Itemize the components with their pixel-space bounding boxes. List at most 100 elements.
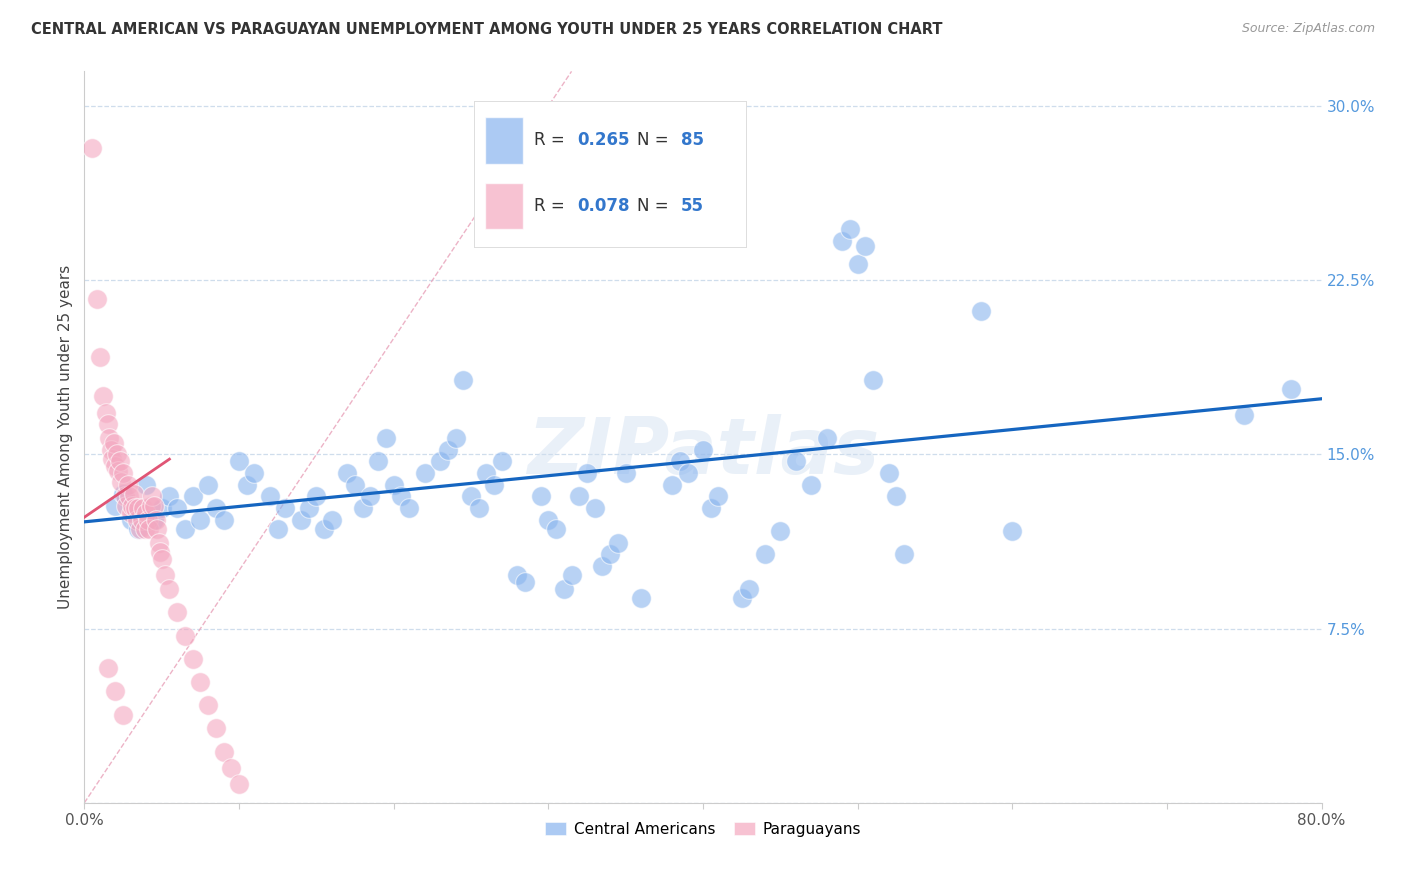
Point: [1233, 408, 1256, 422]
Point: [143, 512, 166, 526]
Point: [139, 499, 162, 513]
Point: [568, 489, 591, 503]
Point: [846, 257, 869, 271]
Point: [115, 499, 138, 513]
Point: [82, 141, 104, 155]
Point: [104, 684, 127, 698]
Text: CENTRAL AMERICAN VS PARAGUAYAN UNEMPLOYMENT AMONG YOUTH UNDER 25 YEARS CORRELATI: CENTRAL AMERICAN VS PARAGUAYAN UNEMPLOYM…: [31, 22, 942, 37]
Point: [181, 489, 204, 503]
Point: [614, 466, 637, 480]
Point: [429, 454, 451, 468]
Point: [205, 500, 228, 515]
Point: [444, 431, 467, 445]
Point: [529, 489, 551, 503]
Point: [738, 582, 761, 597]
Point: [546, 522, 568, 536]
Point: [150, 500, 173, 515]
Point: [132, 500, 155, 515]
Point: [769, 524, 792, 538]
Point: [436, 442, 458, 457]
Point: [117, 477, 139, 491]
Point: [86, 292, 108, 306]
Point: [188, 675, 211, 690]
Point: [110, 475, 132, 490]
Point: [141, 489, 163, 503]
Point: [205, 722, 228, 736]
Point: [274, 500, 297, 515]
Point: [149, 545, 172, 559]
Point: [107, 464, 129, 478]
Point: [138, 522, 160, 536]
Point: [174, 629, 197, 643]
Point: [197, 477, 219, 491]
Point: [491, 454, 513, 468]
Point: [506, 568, 529, 582]
Point: [159, 582, 180, 597]
Point: [135, 506, 157, 520]
Point: [374, 431, 398, 445]
Point: [475, 466, 498, 480]
Point: [166, 606, 188, 620]
Point: [100, 442, 122, 457]
Point: [560, 568, 583, 582]
Point: [103, 436, 125, 450]
Point: [367, 454, 389, 468]
Point: [700, 500, 723, 515]
Point: [336, 466, 359, 480]
Point: [343, 477, 366, 491]
Point: [131, 512, 153, 526]
Point: [124, 500, 146, 515]
Point: [630, 591, 652, 606]
Point: [98, 431, 121, 445]
Point: [159, 489, 180, 503]
Point: [592, 558, 614, 573]
Point: [1279, 383, 1302, 397]
Point: [243, 466, 266, 480]
Point: [181, 652, 204, 666]
Legend: Central Americans, Paraguayans: Central Americans, Paraguayans: [538, 815, 868, 843]
Point: [127, 522, 149, 536]
Point: [389, 489, 413, 503]
Point: [467, 500, 491, 515]
Point: [150, 552, 173, 566]
Point: [515, 575, 537, 590]
Point: [188, 512, 211, 526]
Point: [104, 499, 127, 513]
Point: [484, 477, 506, 491]
Point: [413, 466, 436, 480]
Point: [886, 489, 908, 503]
Point: [127, 500, 149, 515]
Point: [305, 489, 328, 503]
Point: [197, 698, 219, 713]
Point: [321, 512, 343, 526]
Point: [731, 591, 754, 606]
Point: [148, 535, 170, 549]
Point: [96, 661, 118, 675]
Text: Source: ZipAtlas.com: Source: ZipAtlas.com: [1241, 22, 1375, 36]
Point: [754, 547, 776, 561]
Point: [120, 506, 142, 520]
Point: [785, 454, 807, 468]
Point: [153, 568, 176, 582]
Point: [146, 522, 169, 536]
Point: [676, 466, 699, 480]
Text: ZIPatlas: ZIPatlas: [527, 414, 879, 490]
Point: [352, 500, 374, 515]
Point: [460, 489, 482, 503]
Point: [537, 512, 560, 526]
Point: [101, 452, 124, 467]
Point: [669, 454, 692, 468]
Point: [94, 406, 117, 420]
Point: [800, 477, 823, 491]
Point: [606, 535, 628, 549]
Point: [134, 522, 156, 536]
Point: [112, 466, 135, 480]
Point: [108, 454, 131, 468]
Point: [129, 522, 152, 536]
Point: [893, 547, 915, 561]
Point: [235, 477, 259, 491]
Point: [145, 512, 167, 526]
Point: [290, 512, 312, 526]
Point: [553, 582, 575, 597]
Point: [815, 431, 838, 445]
